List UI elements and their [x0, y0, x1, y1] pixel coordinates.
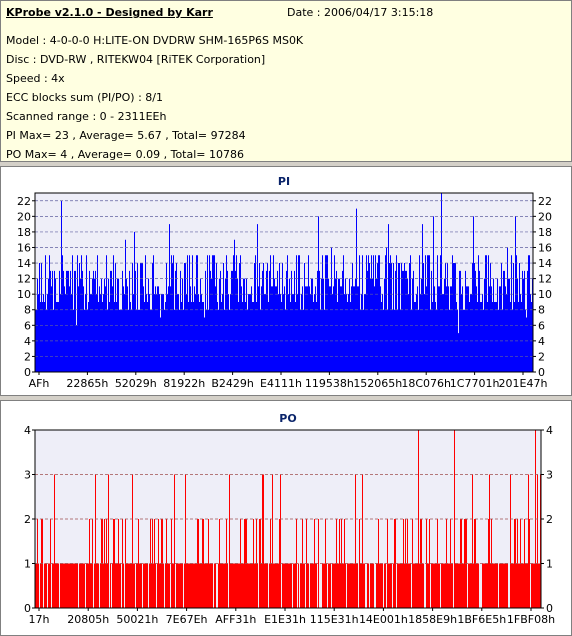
y-tick-label-right: 8: [538, 304, 545, 317]
chart-title: PO: [279, 412, 296, 425]
y-tick-label-left: 8: [24, 304, 31, 317]
x-tick-label: B2429h: [211, 377, 254, 390]
x-tick-label: 152065h: [353, 377, 402, 390]
y-tick-label-left: 2: [24, 513, 31, 526]
info-disc: Disc : DVD-RW , RITEKW04 [RiTEK Corporat…: [6, 53, 266, 66]
y-tick-label-left: 1: [24, 558, 31, 571]
y-tick-label-left: 10: [17, 288, 31, 301]
y-tick-label-left: 2: [24, 350, 31, 363]
y-tick-label-left: 6: [24, 319, 31, 332]
app-title: KProbe v2.1.0 - Designed by Karr: [6, 6, 213, 19]
x-tick-label: 7E67Eh: [166, 613, 208, 626]
y-tick-label-right: 22: [538, 195, 552, 208]
y-tick-label-right: 14: [538, 257, 552, 270]
info-po-stats: PO Max= 4 , Average= 0.09 , Total= 10786: [6, 148, 244, 161]
po-chart-panel: PO 0 0 1 1 2 2 3 3 4 4 17h 20805h 50021h 7E67Eh AFF31h E…: [0, 400, 572, 636]
info-range: Scanned range : 0 - 2311EEh: [6, 110, 167, 123]
y-tick-label-left: 4: [24, 335, 31, 348]
y-tick-label-left: 0: [24, 602, 31, 615]
pi-chart-panel: PI 0 0 2 2 4 4 6 6 8 8 10 10 12 12 14 14 16 16 18 18 20 20 22 22…: [0, 166, 572, 396]
info-ecc: ECC blocks sum (PI/PO) : 8/1: [6, 91, 163, 104]
y-tick-label-right: 18: [538, 226, 552, 239]
info-model: Model : 4-0-0-0 H:LITE-ON DVDRW SHM-165P…: [6, 34, 304, 47]
y-tick-label-left: 20: [17, 210, 31, 223]
x-tick-label: 1FBF08h: [507, 613, 555, 626]
y-tick-label-right: 20: [538, 210, 552, 223]
y-tick-label-right: 4: [546, 424, 553, 437]
y-tick-label-right: 4: [538, 335, 545, 348]
y-tick-label-right: 0: [546, 602, 553, 615]
scan-date: Date : 2006/04/17 3:15:18: [287, 6, 434, 19]
x-tick-label: 1C7701h: [450, 377, 500, 390]
y-tick-label-right: 16: [538, 241, 552, 254]
x-tick-label: 1858E9h: [408, 613, 457, 626]
y-tick-label-left: 4: [24, 424, 31, 437]
y-tick-label-left: 14: [17, 257, 31, 270]
x-tick-label: 1BF6E5h: [457, 613, 506, 626]
y-tick-label-right: 2: [538, 350, 545, 363]
x-tick-label: AFh: [29, 377, 50, 390]
y-tick-label-right: 2: [546, 513, 553, 526]
y-tick-label-left: 18: [17, 226, 31, 239]
info-panel: KProbe v2.1.0 - Designed by Karr Date : …: [0, 0, 572, 162]
x-tick-label: AFF31h: [215, 613, 256, 626]
y-tick-label-left: 22: [17, 195, 31, 208]
x-tick-label: 81922h: [163, 377, 205, 390]
x-tick-label: 18C076h: [401, 377, 451, 390]
x-tick-label: 50021h: [116, 613, 158, 626]
y-tick-label-right: 0: [538, 366, 545, 379]
plot-border: [34, 192, 534, 373]
y-tick-label-right: 6: [538, 319, 545, 332]
y-tick-label-right: 3: [546, 469, 553, 482]
x-tick-label: 115E31h: [310, 613, 359, 626]
y-tick-label-left: 0: [24, 366, 31, 379]
info-speed: Speed : 4x: [6, 72, 65, 85]
x-tick-label: 119538h: [305, 377, 354, 390]
y-tick-label-left: 12: [17, 273, 31, 286]
x-tick-label: 52029h: [115, 377, 157, 390]
x-tick-label: 20805h: [67, 613, 109, 626]
info-pi-stats: PI Max= 23 , Average= 5.67 , Total= 9728…: [6, 129, 246, 142]
y-tick-label-left: 3: [24, 469, 31, 482]
x-tick-label: E1E31h: [264, 613, 306, 626]
x-tick-label: 22865h: [66, 377, 108, 390]
x-tick-label: E4111h: [260, 377, 302, 390]
y-tick-label-right: 1: [546, 558, 553, 571]
y-tick-label-left: 16: [17, 241, 31, 254]
chart-title: PI: [278, 175, 290, 188]
y-tick-label-right: 12: [538, 273, 552, 286]
x-tick-label: 201E47h: [499, 377, 548, 390]
x-tick-label: 17h: [29, 613, 50, 626]
y-tick-label-right: 10: [538, 288, 552, 301]
po-chart: PO 0 0 1 1 2 2 3 3 4 4 17h 20805h 50021h 7E67Eh AFF31h E…: [24, 412, 555, 626]
x-tick-label: 14E001h: [359, 613, 408, 626]
